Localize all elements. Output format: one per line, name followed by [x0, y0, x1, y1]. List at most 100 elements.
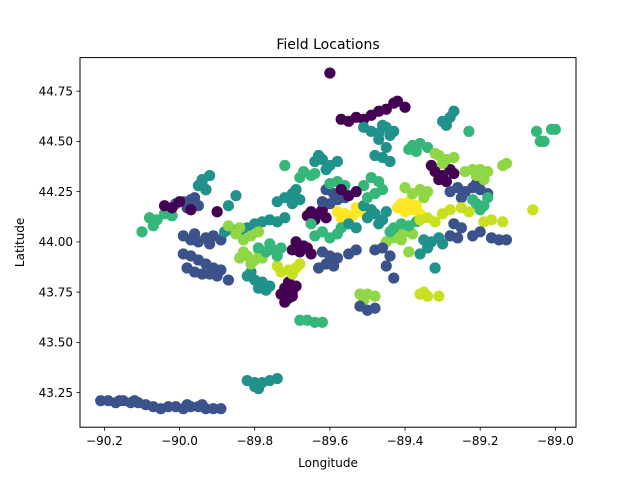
data-point — [448, 151, 460, 164]
data-point — [549, 123, 561, 135]
data-point — [429, 262, 441, 274]
data-point — [211, 270, 223, 282]
data-point — [181, 399, 193, 411]
x-tick-label: −89.8 — [236, 434, 273, 448]
data-point — [237, 246, 250, 258]
data-point — [264, 280, 276, 292]
data-point — [350, 186, 362, 198]
data-point — [290, 280, 302, 292]
data-point — [500, 157, 513, 170]
data-point — [331, 155, 343, 168]
data-point — [500, 234, 513, 246]
data-point — [275, 288, 287, 300]
data-point — [294, 314, 306, 326]
data-point — [222, 220, 235, 232]
data-point — [271, 250, 283, 262]
data-point — [463, 125, 475, 137]
data-point — [384, 129, 396, 141]
data-point — [290, 184, 302, 196]
data-point — [388, 272, 400, 284]
data-point — [448, 167, 460, 180]
data-point — [313, 149, 325, 162]
x-axis-label: Longitude — [298, 456, 358, 470]
x-tick-label: −89.4 — [387, 434, 424, 448]
data-point — [249, 381, 261, 393]
data-point — [136, 226, 148, 238]
data-point — [455, 222, 467, 234]
data-point — [474, 204, 486, 216]
data-point — [384, 250, 396, 262]
data-point — [530, 125, 543, 137]
data-point — [305, 218, 317, 230]
data-point — [294, 171, 306, 184]
data-point — [429, 147, 441, 160]
data-point — [264, 238, 276, 250]
data-point — [313, 262, 325, 274]
y-axis-ticks: 43.25 43.50 43.75 44.00 44.25 44.50 44.75 — [39, 84, 80, 400]
x-tick-label: −89.0 — [537, 434, 574, 448]
data-point — [166, 210, 178, 222]
data-point — [189, 192, 201, 204]
x-tick-label: −89.6 — [311, 434, 348, 448]
data-point — [324, 67, 336, 79]
data-point — [294, 258, 306, 270]
y-axis-label: Latitude — [13, 218, 27, 267]
data-point — [384, 226, 396, 238]
data-point — [166, 202, 178, 214]
data-point — [286, 198, 298, 210]
y-tick-label: 43.25 — [39, 386, 73, 400]
data-point — [485, 214, 498, 226]
data-point — [358, 180, 370, 192]
y-tick-label: 44.00 — [39, 235, 73, 249]
data-point — [369, 290, 381, 302]
data-point — [286, 290, 298, 302]
data-point — [440, 119, 452, 131]
data-point — [252, 226, 265, 238]
data-point — [448, 105, 460, 117]
data-point — [211, 206, 223, 218]
data-point — [452, 232, 464, 244]
y-tick-label: 43.50 — [39, 336, 73, 350]
data-point — [467, 230, 479, 242]
data-point — [527, 204, 539, 216]
data-point — [354, 288, 366, 300]
data-point — [467, 194, 479, 206]
data-point — [286, 244, 298, 256]
data-point — [418, 192, 430, 204]
data-point — [350, 222, 362, 234]
data-point — [478, 173, 490, 186]
data-point — [320, 163, 332, 176]
data-point — [437, 157, 449, 170]
x-axis-ticks: −90.2 −90.0 −89.8 −89.6 −89.4 −89.2 −89.0 — [86, 427, 574, 448]
data-point — [222, 200, 235, 212]
data-point — [128, 395, 141, 407]
data-point — [215, 403, 227, 415]
data-point — [380, 260, 392, 272]
data-point — [403, 143, 415, 156]
data-point — [234, 222, 246, 234]
data-point — [335, 212, 347, 224]
data-point — [421, 141, 434, 154]
data-point — [309, 167, 321, 180]
data-point — [316, 204, 328, 216]
data-point — [335, 184, 347, 196]
data-point — [429, 216, 441, 228]
data-point — [316, 196, 328, 208]
x-tick-label: −89.2 — [462, 434, 499, 448]
data-point — [391, 95, 404, 107]
data-point — [271, 196, 283, 208]
data-point — [414, 248, 426, 260]
data-point — [455, 202, 467, 214]
x-tick-label: −90.0 — [161, 434, 198, 448]
data-point — [437, 208, 449, 220]
data-point — [173, 196, 186, 208]
y-tick-label: 44.50 — [39, 135, 73, 149]
data-point — [433, 290, 445, 302]
data-point — [425, 159, 437, 172]
data-point — [380, 141, 392, 154]
data-point — [147, 220, 159, 232]
plot-area-frame — [79, 57, 577, 428]
data-point — [196, 173, 208, 186]
